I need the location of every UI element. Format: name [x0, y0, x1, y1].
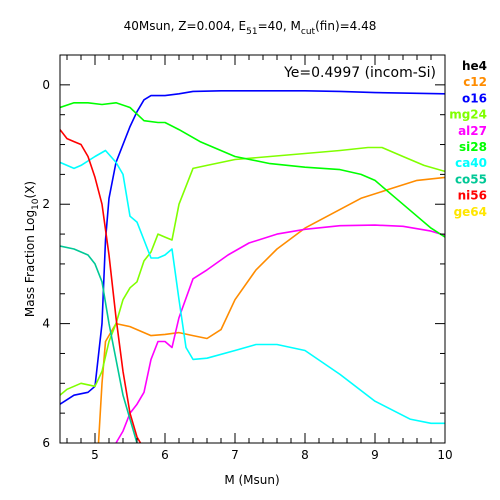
series-line-si28 — [60, 102, 445, 238]
y-axis-label: Mass Fraction Log10(X) — [23, 181, 41, 317]
legend: he4 c12 o16 mg24 al27 si28 ca40 co55 ni56 ge64 — [449, 59, 487, 219]
x-tick-label: 5 — [91, 448, 99, 462]
series-line-co55 — [60, 245, 138, 443]
legend-entry-co55: co55 — [455, 172, 487, 186]
y-tick-label: 4 — [42, 317, 50, 331]
legend-entry-he4: he4 — [462, 59, 487, 73]
ye-annotation: Ye=0.4997 (incom-Si) — [283, 65, 436, 81]
series-line-al27 — [115, 224, 445, 443]
legend-entry-si28: si28 — [459, 140, 487, 154]
series-line-o16 — [60, 90, 445, 405]
legend-entry-al27: al27 — [458, 124, 487, 138]
legend-entry-o16: o16 — [462, 91, 487, 105]
series-line-mg24 — [60, 146, 445, 396]
y-tick-label: 0 — [42, 78, 50, 92]
y-tick-label: 6 — [42, 436, 50, 450]
x-tick-label: 9 — [371, 448, 379, 462]
x-tick-label: 6 — [161, 448, 169, 462]
legend-entry-mg24: mg24 — [449, 108, 487, 122]
series-line-ni56 — [60, 129, 142, 443]
legend-entry-c12: c12 — [463, 75, 487, 89]
series-line-c12 — [97, 176, 445, 443]
tick-layer: 5 6 7 8 9 10 0 2 4 6 — [42, 54, 453, 462]
legend-entry-ge64: ge64 — [454, 205, 487, 219]
x-axis-label: M (Msun) — [224, 473, 279, 487]
chart-title: 40Msun, Z=0.004, E51=40, Mcut(fin)=4.48 — [124, 19, 377, 37]
x-tick-label: 8 — [301, 448, 309, 462]
legend-entry-ca40: ca40 — [455, 156, 487, 170]
plot-frame — [59, 54, 446, 444]
x-tick-label: 7 — [231, 448, 239, 462]
x-tick-label: 10 — [437, 448, 452, 462]
series-layer — [60, 90, 445, 443]
series-line-ca40 — [60, 149, 445, 425]
y-tick-label: 2 — [42, 197, 50, 211]
legend-entry-ni56: ni56 — [458, 189, 487, 203]
